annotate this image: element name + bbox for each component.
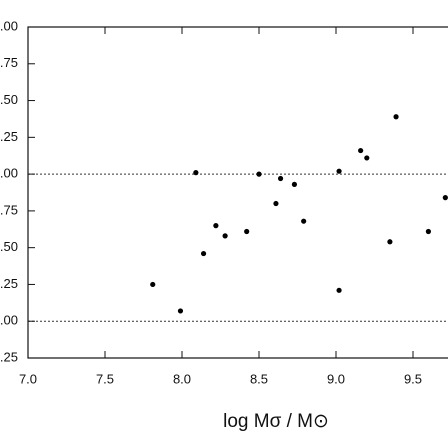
point: [364, 155, 370, 161]
y-tick-label: 0.25: [0, 276, 18, 291]
point: [336, 168, 342, 174]
x-tick-label: 8.0: [173, 371, 191, 386]
point: [336, 287, 342, 293]
x-tick-label: 7.0: [19, 371, 37, 386]
point: [387, 239, 393, 245]
y-tick-label: -0.25: [0, 349, 18, 364]
y-tick-label: 1.25: [0, 129, 18, 144]
point: [213, 223, 219, 229]
point: [256, 171, 262, 177]
x-tick-label: 9.0: [327, 371, 345, 386]
point: [291, 181, 298, 188]
y-tick-label: 1.75: [0, 55, 18, 70]
point: [193, 170, 199, 176]
point: [358, 147, 364, 154]
point: [177, 308, 184, 314]
y-tick-label: 0.00: [0, 313, 18, 328]
point: [425, 228, 431, 235]
y-tick-label: 2.00: [0, 18, 18, 33]
point: [150, 281, 156, 288]
x-tick-label: 8.5: [250, 371, 268, 386]
x-axis-label: log Mσ / M⊙: [223, 411, 329, 432]
y-tick-label: 1.00: [0, 166, 18, 181]
x-tick-label: 9.5: [404, 371, 422, 386]
point: [222, 233, 228, 239]
y-tick-label: 0.75: [0, 202, 18, 217]
point: [200, 250, 207, 257]
x-tick-label: 7.5: [96, 371, 114, 386]
point: [393, 114, 399, 120]
point: [244, 228, 250, 235]
point: [442, 195, 448, 201]
point: [273, 200, 279, 207]
point: [301, 218, 307, 224]
plot-frame: [27, 26, 448, 359]
y-tick-label: 1.50: [0, 92, 18, 107]
y-tick-label: 0.50: [0, 239, 18, 254]
point: [277, 175, 284, 182]
